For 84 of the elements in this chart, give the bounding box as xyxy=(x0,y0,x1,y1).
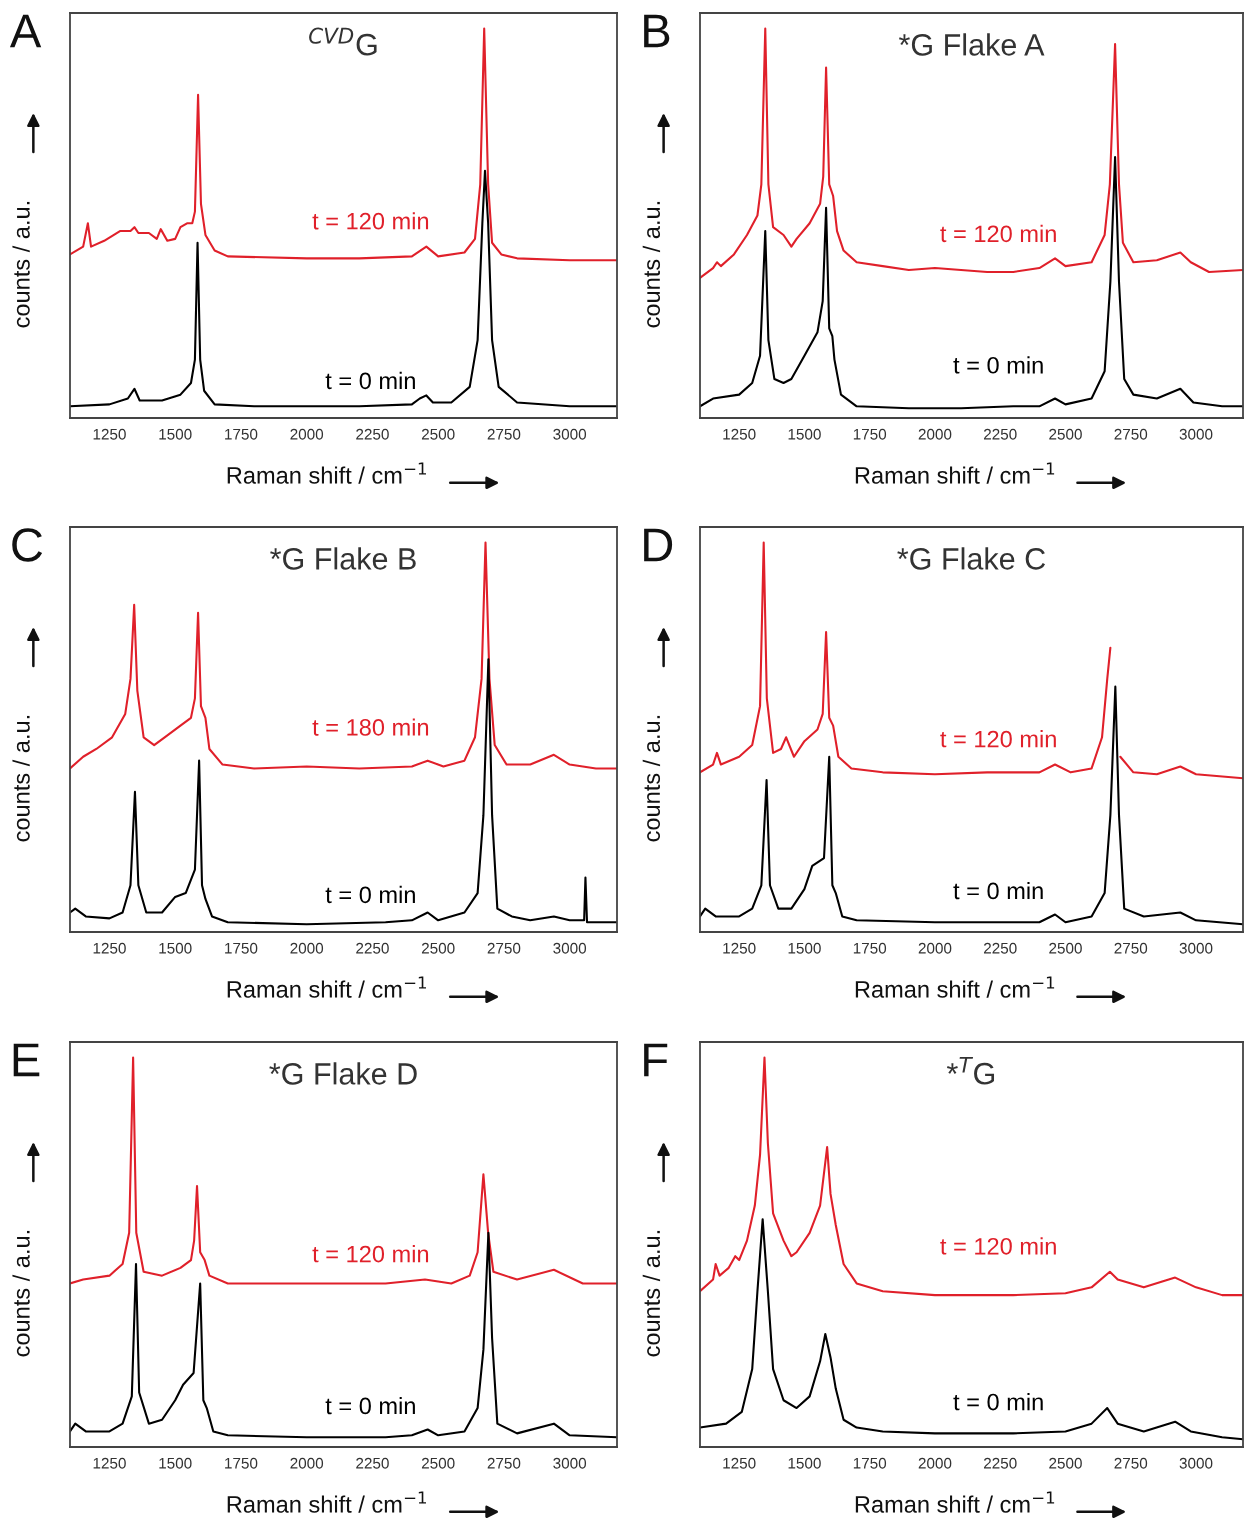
x-tick-label: 3000 xyxy=(553,428,587,440)
x-tick-label: 2000 xyxy=(918,942,952,954)
x-tick-label: 2750 xyxy=(1114,1457,1148,1469)
x-tick-label: 2250 xyxy=(983,1457,1017,1469)
chart-title: *$^{T}$G xyxy=(946,1056,995,1085)
series-label: t = 120 min xyxy=(312,212,429,230)
chart-title: *G Flake B xyxy=(270,547,416,570)
x-tick-label: 2000 xyxy=(918,1457,952,1469)
text: C xyxy=(12,528,43,562)
x-tick-label: 2250 xyxy=(356,1457,389,1469)
x-tick-label: 2000 xyxy=(290,942,324,954)
series-label: t = 180 min xyxy=(312,718,429,736)
y-axis-title: counts / a.u. xyxy=(12,201,30,328)
x-tick-label: 1500 xyxy=(159,1457,192,1469)
chart-title: $^{CVD}$G xyxy=(309,27,377,56)
x-axis-title: Raman shift / cm$^{−1}$ xyxy=(855,462,1055,484)
x-tick-label: 2750 xyxy=(1114,428,1148,440)
x-tick-label: 2250 xyxy=(983,942,1017,954)
x-tick-label: 1750 xyxy=(225,942,258,954)
text: B xyxy=(644,14,670,48)
x-tick-label: 1750 xyxy=(853,942,887,954)
x-tick-label: 2750 xyxy=(487,942,521,954)
x-tick-label: 2500 xyxy=(421,942,455,954)
series-label: t = 0 min xyxy=(953,356,1043,374)
x-tick-label: 2000 xyxy=(918,428,952,440)
x-tick-label: 1250 xyxy=(723,1457,756,1469)
series-label: t = 120 min xyxy=(940,730,1056,748)
x-axis-title: Raman shift / cm$^{−1}$ xyxy=(227,462,426,484)
x-tick-label: 1750 xyxy=(853,428,887,440)
x-tick-label: 1750 xyxy=(225,428,258,440)
x-tick-label: 1500 xyxy=(788,942,821,954)
x-tick-label: 3000 xyxy=(1179,942,1213,954)
y-axis-title: counts / a.u. xyxy=(642,1230,661,1357)
x-tick-label: 1750 xyxy=(853,1457,887,1469)
x-axis-title: Raman shift / cm$^{−1}$ xyxy=(855,1491,1055,1513)
text: A xyxy=(9,14,42,48)
x-axis-title: Raman shift / cm$^{−1}$ xyxy=(227,976,426,998)
x-tick-label: 2500 xyxy=(1049,428,1082,440)
x-tick-label: 3000 xyxy=(1179,1457,1213,1469)
y-axis-title: counts / a.u. xyxy=(12,715,30,842)
x-tick-label: 3000 xyxy=(1179,428,1213,440)
series-label: t = 0 min xyxy=(325,1396,415,1415)
text: D xyxy=(644,528,673,562)
x-axis-title: Raman shift / cm$^{−1}$ xyxy=(227,1491,426,1513)
text: F xyxy=(644,1043,668,1077)
x-tick-label: 2750 xyxy=(487,1457,521,1469)
x-tick-label: 1250 xyxy=(723,942,756,954)
chart-title: *G Flake C xyxy=(897,547,1046,570)
y-axis-title: counts / a.u. xyxy=(642,715,661,842)
x-tick-label: 2250 xyxy=(983,428,1017,440)
x-tick-label: 2500 xyxy=(1049,942,1082,954)
x-axis-title: Raman shift / cm$^{−1}$ xyxy=(855,976,1055,998)
x-tick-label: 2250 xyxy=(356,428,389,440)
chart-title: *G Flake A xyxy=(898,33,1045,56)
x-tick-label: 1500 xyxy=(788,428,821,440)
x-tick-label: 2500 xyxy=(421,428,455,440)
x-tick-label: 2500 xyxy=(1049,1457,1082,1469)
y-axis-title: counts / a.u. xyxy=(12,1230,30,1357)
series-label: t = 120 min xyxy=(940,224,1056,243)
series-label: t = 0 min xyxy=(325,885,415,904)
x-tick-label: 1250 xyxy=(93,1457,126,1469)
x-tick-label: 1500 xyxy=(159,428,192,440)
x-tick-label: 2750 xyxy=(1114,942,1148,954)
series-label: t = 0 min xyxy=(953,1393,1043,1411)
x-tick-label: 3000 xyxy=(553,1457,587,1469)
series-label: t = 0 min xyxy=(325,371,415,390)
x-tick-label: 3000 xyxy=(553,942,587,954)
text: E xyxy=(13,1043,40,1077)
x-tick-label: 2500 xyxy=(421,1457,455,1469)
series-label: t = 0 min xyxy=(953,881,1043,900)
series-label: t = 120 min xyxy=(940,1237,1056,1255)
x-tick-label: 2750 xyxy=(487,428,521,440)
x-tick-label: 2000 xyxy=(290,1457,324,1469)
x-tick-label: 1500 xyxy=(788,1457,821,1469)
series-label: t = 120 min xyxy=(312,1245,429,1263)
chart-title: *G Flake D xyxy=(269,1062,417,1085)
x-tick-label: 1250 xyxy=(93,428,126,440)
x-tick-label: 2250 xyxy=(356,942,389,954)
y-axis-title: counts / a.u. xyxy=(642,201,661,328)
x-tick-label: 1250 xyxy=(93,942,126,954)
x-tick-label: 1750 xyxy=(225,1457,258,1469)
x-tick-label: 1250 xyxy=(723,428,756,440)
x-tick-label: 1500 xyxy=(159,942,192,954)
x-tick-label: 2000 xyxy=(290,428,324,440)
